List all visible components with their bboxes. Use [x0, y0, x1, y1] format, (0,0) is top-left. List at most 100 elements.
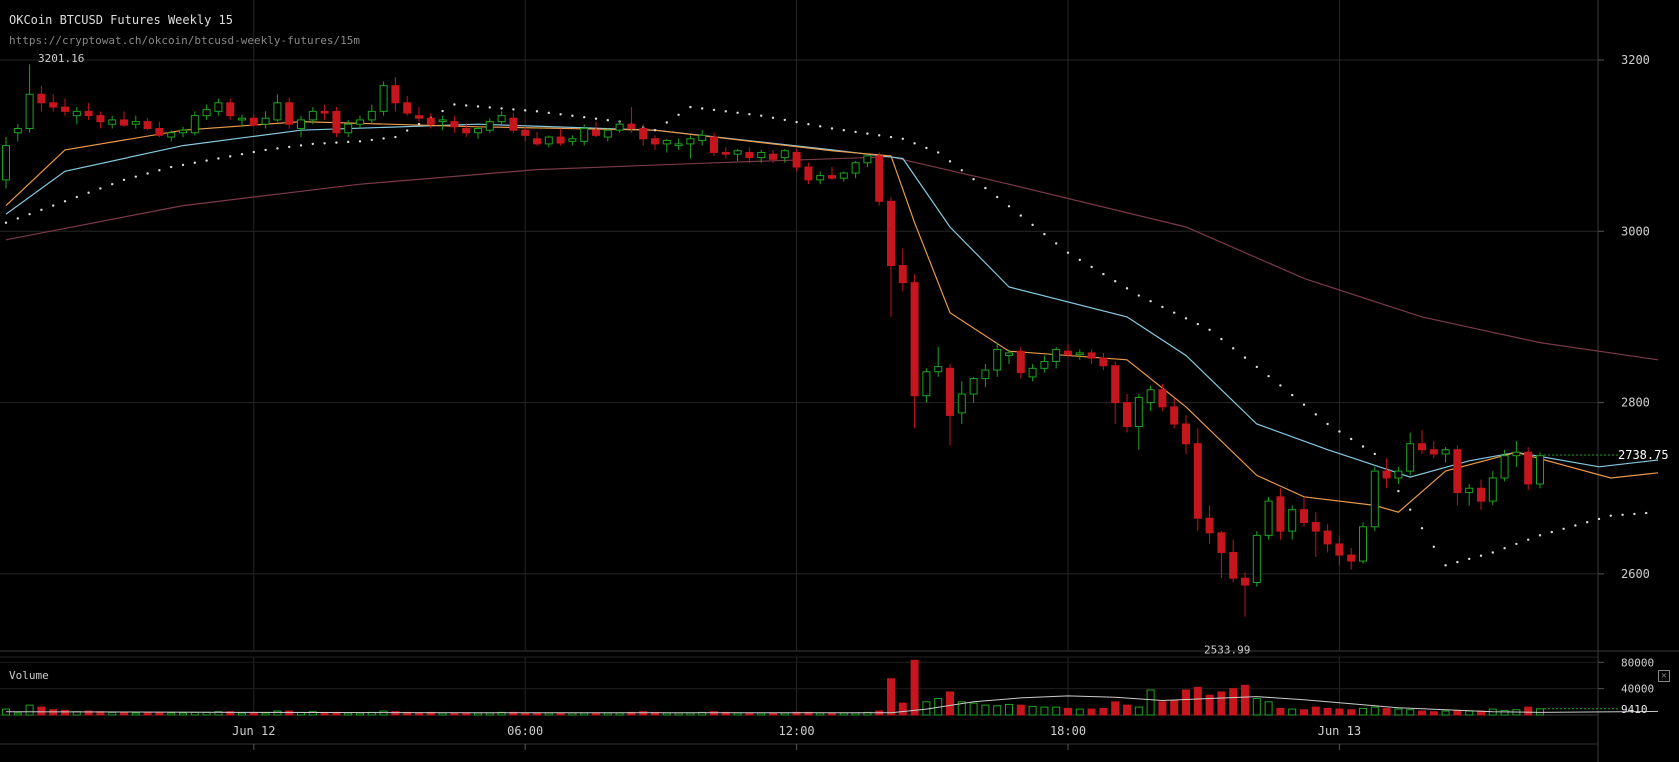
parabolic-sar-series	[4, 103, 1648, 567]
chart-url[interactable]: https://cryptowat.ch/okcoin/btcusd-weekl…	[9, 34, 360, 47]
volume-bar	[450, 712, 459, 716]
high-annotation: 3201.16	[38, 52, 84, 65]
volume-bar	[1087, 708, 1096, 716]
sar-dot	[1491, 551, 1495, 554]
sar-dot	[866, 132, 869, 135]
candle-body	[839, 172, 848, 179]
sar-dot	[771, 116, 775, 119]
x-tick-label: 06:00	[507, 724, 543, 738]
candle-body	[662, 139, 671, 145]
y-tick-label: 3200	[1621, 53, 1650, 67]
candle-body	[580, 127, 589, 142]
sar-dot	[594, 117, 598, 120]
volume-bar	[769, 712, 777, 716]
sar-dot	[370, 138, 373, 142]
volume-bar	[108, 711, 117, 716]
volume-bar	[1465, 710, 1474, 716]
volume-bar	[993, 705, 1002, 716]
sar-dot	[583, 116, 586, 119]
candle-body	[1394, 470, 1403, 479]
candle-body	[13, 127, 22, 134]
sar-dot	[158, 169, 161, 172]
sar-dot	[996, 195, 999, 199]
volume-bar	[662, 712, 671, 716]
axis-labels: 3200 3000 2800 2600 Jun 12 06:00 12:00 18:00 Jun…	[38, 52, 1669, 738]
volume-bar	[1241, 684, 1249, 716]
candle-body	[698, 134, 707, 141]
sar-dot	[512, 108, 515, 111]
sar-dot	[16, 217, 19, 220]
sar-dot	[984, 186, 987, 190]
candle-body	[1359, 526, 1367, 562]
candle-body	[592, 129, 600, 136]
volume-bar	[61, 709, 69, 716]
sar-dot	[1314, 413, 1318, 416]
sar-dot	[252, 150, 255, 154]
candle-body	[1382, 470, 1391, 479]
candle-body	[1335, 543, 1344, 556]
sar-dot	[1538, 534, 1542, 537]
sar-dot	[229, 155, 232, 158]
volume-bar	[1264, 701, 1273, 716]
volume-bar	[568, 712, 577, 716]
candle-body	[627, 123, 636, 129]
sar-dot	[724, 110, 727, 113]
sar-dot	[1550, 530, 1554, 534]
volume-bar	[120, 711, 128, 716]
volume-bar	[1064, 707, 1072, 716]
sar-dot	[878, 134, 881, 137]
volume-bar	[84, 710, 93, 716]
candle-body	[438, 119, 447, 123]
candle-body	[108, 119, 117, 125]
candle-body	[190, 115, 199, 134]
candle-body	[1052, 348, 1061, 362]
sar-dot	[441, 109, 444, 113]
volume-bar	[273, 710, 282, 716]
volume-close-icon[interactable]: ✕	[1658, 670, 1670, 682]
sar-dot	[1574, 524, 1577, 527]
volume-bar	[249, 712, 258, 716]
candle-body	[674, 143, 683, 147]
sar-dot	[1125, 287, 1129, 290]
sar-dot	[807, 123, 810, 126]
candle-body	[1524, 451, 1533, 485]
candle-body	[96, 115, 105, 123]
volume-bar	[214, 711, 223, 716]
candle-body	[391, 85, 400, 104]
candle-body	[1512, 451, 1521, 457]
candle-body	[120, 119, 128, 126]
sar-dot	[205, 159, 208, 162]
candle-body	[1441, 449, 1450, 455]
volume-bar	[1005, 703, 1013, 716]
volume-bar	[1229, 688, 1238, 716]
volume-bar	[37, 706, 46, 716]
volume-bar	[344, 712, 353, 716]
sar-dot	[1220, 337, 1223, 341]
candle-body	[1123, 402, 1131, 428]
sar-dot	[960, 169, 963, 172]
candle-body	[639, 127, 648, 140]
sar-dot	[760, 114, 763, 117]
candle-body	[863, 155, 872, 164]
candle-body	[1146, 389, 1155, 404]
volume-panel-label: Volume	[9, 669, 49, 682]
volume-bar	[615, 712, 624, 716]
sar-dot	[1149, 300, 1152, 303]
candle-body	[792, 151, 801, 168]
volume-series	[2, 659, 1544, 716]
candle-body	[910, 282, 919, 397]
candle-body	[509, 117, 518, 131]
candle-body	[533, 138, 541, 145]
candle-body	[1347, 554, 1356, 562]
candle-body	[285, 102, 294, 125]
candle-body	[922, 371, 931, 397]
sar-dot	[1409, 508, 1412, 511]
volume-bar	[226, 711, 235, 716]
volume-bar	[1205, 694, 1214, 716]
candle-body	[898, 265, 907, 284]
volume-bar	[1111, 701, 1120, 716]
candle-body	[1264, 500, 1273, 536]
candle-body	[804, 166, 813, 181]
candle-body	[1453, 449, 1462, 494]
